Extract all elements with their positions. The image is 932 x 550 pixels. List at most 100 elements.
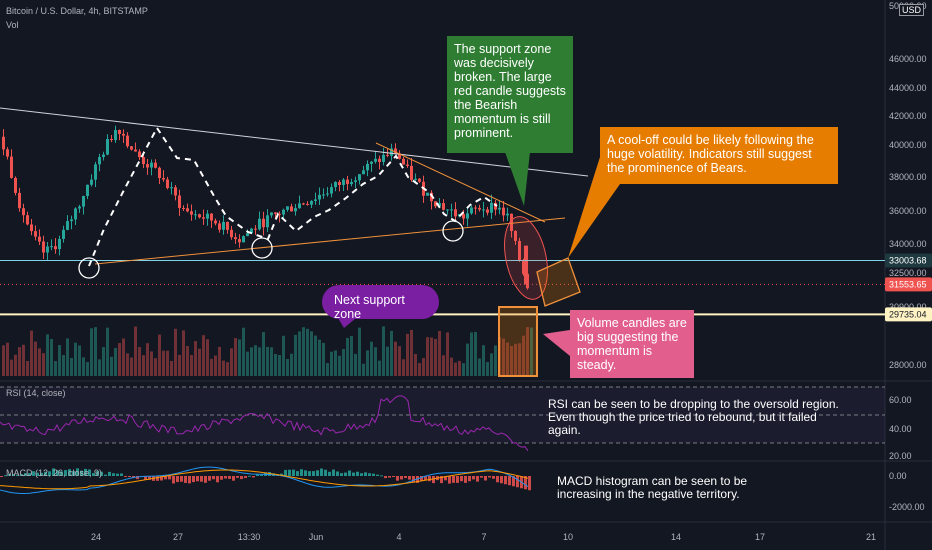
- candle-body: [238, 239, 241, 243]
- x-tick-label: 4: [396, 532, 401, 542]
- macd-histogram-bar: [76, 468, 79, 476]
- candle-body: [370, 161, 373, 164]
- volume-bar: [426, 337, 429, 376]
- volume-bar: [418, 363, 421, 376]
- volume-bar: [142, 355, 145, 376]
- candle-body: [346, 179, 349, 185]
- price-axis-bg: [885, 0, 932, 550]
- macd-histogram-bar: [172, 476, 175, 484]
- candle-body: [322, 194, 325, 196]
- macd-histogram-bar: [496, 476, 499, 483]
- volume-bar: [114, 348, 117, 376]
- x-tick-label: 17: [755, 532, 765, 542]
- candle-body: [318, 194, 321, 200]
- volume-bar: [378, 360, 381, 376]
- candle-body: [358, 174, 361, 181]
- candle-body: [254, 228, 257, 230]
- macd-histogram-bar: [288, 469, 291, 476]
- volume-bar: [326, 363, 329, 376]
- volume-bar: [254, 345, 257, 376]
- candle-body: [334, 182, 337, 188]
- candle-body: [42, 241, 45, 253]
- macd-histogram-bar: [236, 476, 239, 478]
- volume-label: Vol: [6, 20, 19, 30]
- macd-histogram-bar: [184, 476, 187, 483]
- candle-body: [126, 135, 129, 147]
- candle-body: [122, 133, 125, 136]
- macd-histogram-bar: [208, 476, 211, 481]
- volume-bar: [38, 348, 41, 376]
- volume-bar: [46, 334, 49, 376]
- candle-body: [66, 221, 69, 230]
- x-tick-label: 21: [866, 532, 876, 542]
- volume-bar: [514, 343, 517, 376]
- price-tick-label: 30900.00: [889, 302, 927, 312]
- price-tick-label: 44000.00: [889, 83, 927, 93]
- candle-body: [434, 201, 437, 207]
- candle-body: [298, 203, 301, 209]
- macd-histogram-bar: [368, 473, 371, 476]
- price-tag-current-text: 33003.68: [889, 255, 927, 265]
- macd-histogram-bar: [200, 476, 203, 482]
- macd-histogram-bar: [344, 472, 347, 476]
- candle-body: [150, 162, 153, 168]
- candle-body: [350, 182, 353, 185]
- macd-histogram-bar: [408, 476, 411, 480]
- candle-body: [382, 154, 385, 162]
- volume-bar: [70, 357, 73, 376]
- macd-histogram-bar: [328, 471, 331, 476]
- macd-histogram-bar: [104, 474, 107, 476]
- cooloff-box: [536, 257, 581, 307]
- candle-body: [502, 207, 505, 216]
- macd-histogram-bar: [432, 476, 435, 484]
- resistance-trendline: [375, 142, 546, 223]
- volume-bar: [134, 326, 137, 376]
- candle-body: [258, 218, 261, 230]
- currency-badge[interactable]: USD: [898, 4, 924, 16]
- pointer-pink: [543, 330, 570, 356]
- volume-bar: [62, 355, 65, 376]
- candle-body: [386, 154, 389, 156]
- candle-body: [518, 240, 521, 261]
- macd-histogram-bar: [516, 476, 519, 488]
- macd-histogram-bar: [500, 476, 503, 484]
- x-tick-label: 10: [563, 532, 573, 542]
- macd-histogram-bar: [72, 471, 75, 476]
- macd-histogram-bar: [48, 471, 51, 476]
- candle-body: [38, 236, 41, 242]
- volume-bar: [502, 338, 505, 376]
- volume-bar: [374, 347, 377, 376]
- candle-body: [138, 151, 141, 158]
- volume-bar: [330, 351, 333, 376]
- volume-bar: [130, 357, 133, 376]
- volume-bar: [422, 358, 425, 376]
- macd-histogram-bar: [304, 470, 307, 476]
- macd-histogram-bar: [160, 476, 163, 481]
- candle-body: [486, 209, 489, 213]
- volume-bar: [6, 342, 9, 376]
- volume-bar: [358, 327, 361, 376]
- candle-body: [522, 260, 525, 274]
- candle-body: [10, 156, 13, 178]
- macd-histogram-bar: [380, 475, 383, 477]
- candle-body: [134, 149, 137, 152]
- candle-body: [162, 178, 165, 180]
- x-tick-label: 13:30: [238, 532, 261, 542]
- volume-bar: [50, 339, 53, 376]
- volume-bar: [322, 342, 325, 376]
- price-tag-last: [885, 277, 932, 292]
- candle-body: [398, 153, 401, 159]
- price-tick-label: 42000.00: [889, 111, 927, 121]
- macd-histogram-bar: [284, 469, 287, 476]
- candle-body: [390, 148, 393, 156]
- macd-histogram-bar: [156, 476, 159, 481]
- volume-bar: [350, 335, 353, 376]
- candle-body: [114, 129, 117, 141]
- volume-bar: [98, 359, 101, 376]
- volume-bar: [30, 330, 33, 376]
- macd-histogram-bar: [428, 476, 431, 482]
- macd-histogram-bar: [0, 476, 3, 478]
- candle-body: [98, 157, 101, 165]
- volume-bar: [398, 346, 401, 376]
